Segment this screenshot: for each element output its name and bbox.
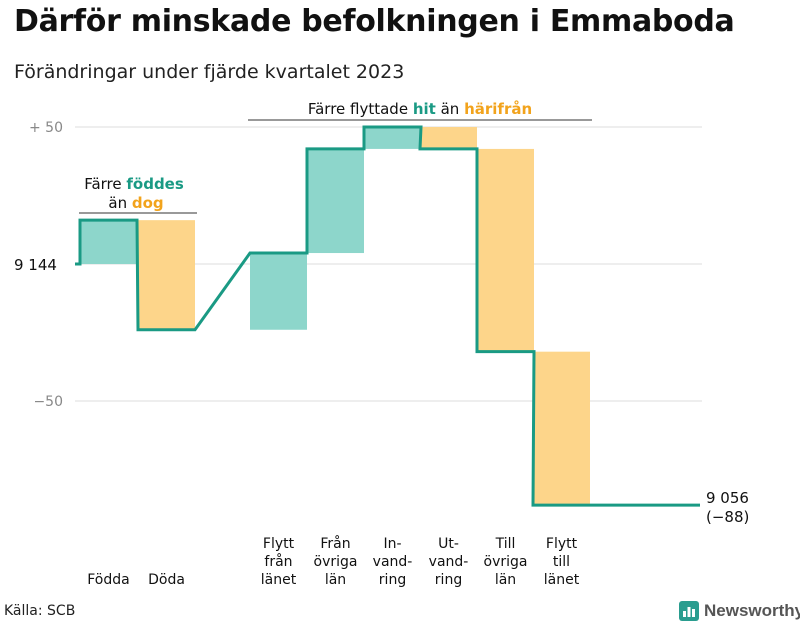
births-annotation-line1: Färre föddes <box>84 175 184 193</box>
births-highlight-out: dog <box>132 194 164 212</box>
bar-in <box>250 253 307 330</box>
end-change-label: (−88) <box>706 508 749 526</box>
bar-out <box>533 351 590 506</box>
x-category-label: Ut- <box>438 536 459 552</box>
x-category-label: ring <box>379 572 406 588</box>
x-category-label: län <box>325 572 346 588</box>
x-category-label: Döda <box>148 572 185 588</box>
x-category-label: ring <box>435 572 462 588</box>
brand-logo: Newsworthy <box>679 601 800 621</box>
x-category-label: Flytt <box>263 536 295 552</box>
x-category-label: länet <box>261 572 297 588</box>
moves-annotation-mid: än <box>436 100 464 118</box>
moves-highlight-in: hit <box>413 100 436 118</box>
cumulative-step-line <box>75 125 700 507</box>
x-category-label: övriga <box>484 554 528 570</box>
bar-in <box>80 220 137 264</box>
bar-chart-icon <box>679 601 699 621</box>
x-category-label: från <box>264 553 292 570</box>
x-category-label: Födda <box>87 572 129 588</box>
bar-in <box>307 148 364 254</box>
births-highlight-in: föddes <box>126 175 183 193</box>
births-annotation-line2: än dog <box>108 194 163 212</box>
bar-in <box>364 127 421 149</box>
x-category-label: länet <box>544 572 580 588</box>
y-tick-label: + 50 <box>29 120 63 136</box>
moves-highlight-out: härifrån <box>464 100 532 118</box>
x-category-label: vand- <box>429 554 469 570</box>
x-category-label: län <box>495 572 516 588</box>
x-category-label: vand- <box>373 554 413 570</box>
chart-title: Därför minskade befolkningen i Emmaboda <box>14 4 735 39</box>
chart-subtitle: Förändringar under fjärde kvartalet 2023 <box>14 61 405 83</box>
x-category-label: övriga <box>314 554 358 570</box>
brand-name: Newsworthy <box>704 601 800 620</box>
x-category-label: In- <box>383 536 401 552</box>
y-tick-label: −50 <box>33 394 63 410</box>
baseline-value-label: 9 144 <box>14 256 57 274</box>
source-label: Källa: SCB <box>4 603 76 619</box>
x-category-label: Till <box>495 536 516 552</box>
x-category-label: till <box>553 554 570 570</box>
end-value-label: 9 056 <box>706 489 749 507</box>
bar-out <box>477 148 534 352</box>
x-category-label: Flytt <box>546 536 578 552</box>
bar-out <box>420 127 477 149</box>
bar-out <box>138 220 195 330</box>
x-category-label: Från <box>320 535 350 552</box>
moves-annotation: Färre flyttade hit än härifrån <box>308 100 532 118</box>
